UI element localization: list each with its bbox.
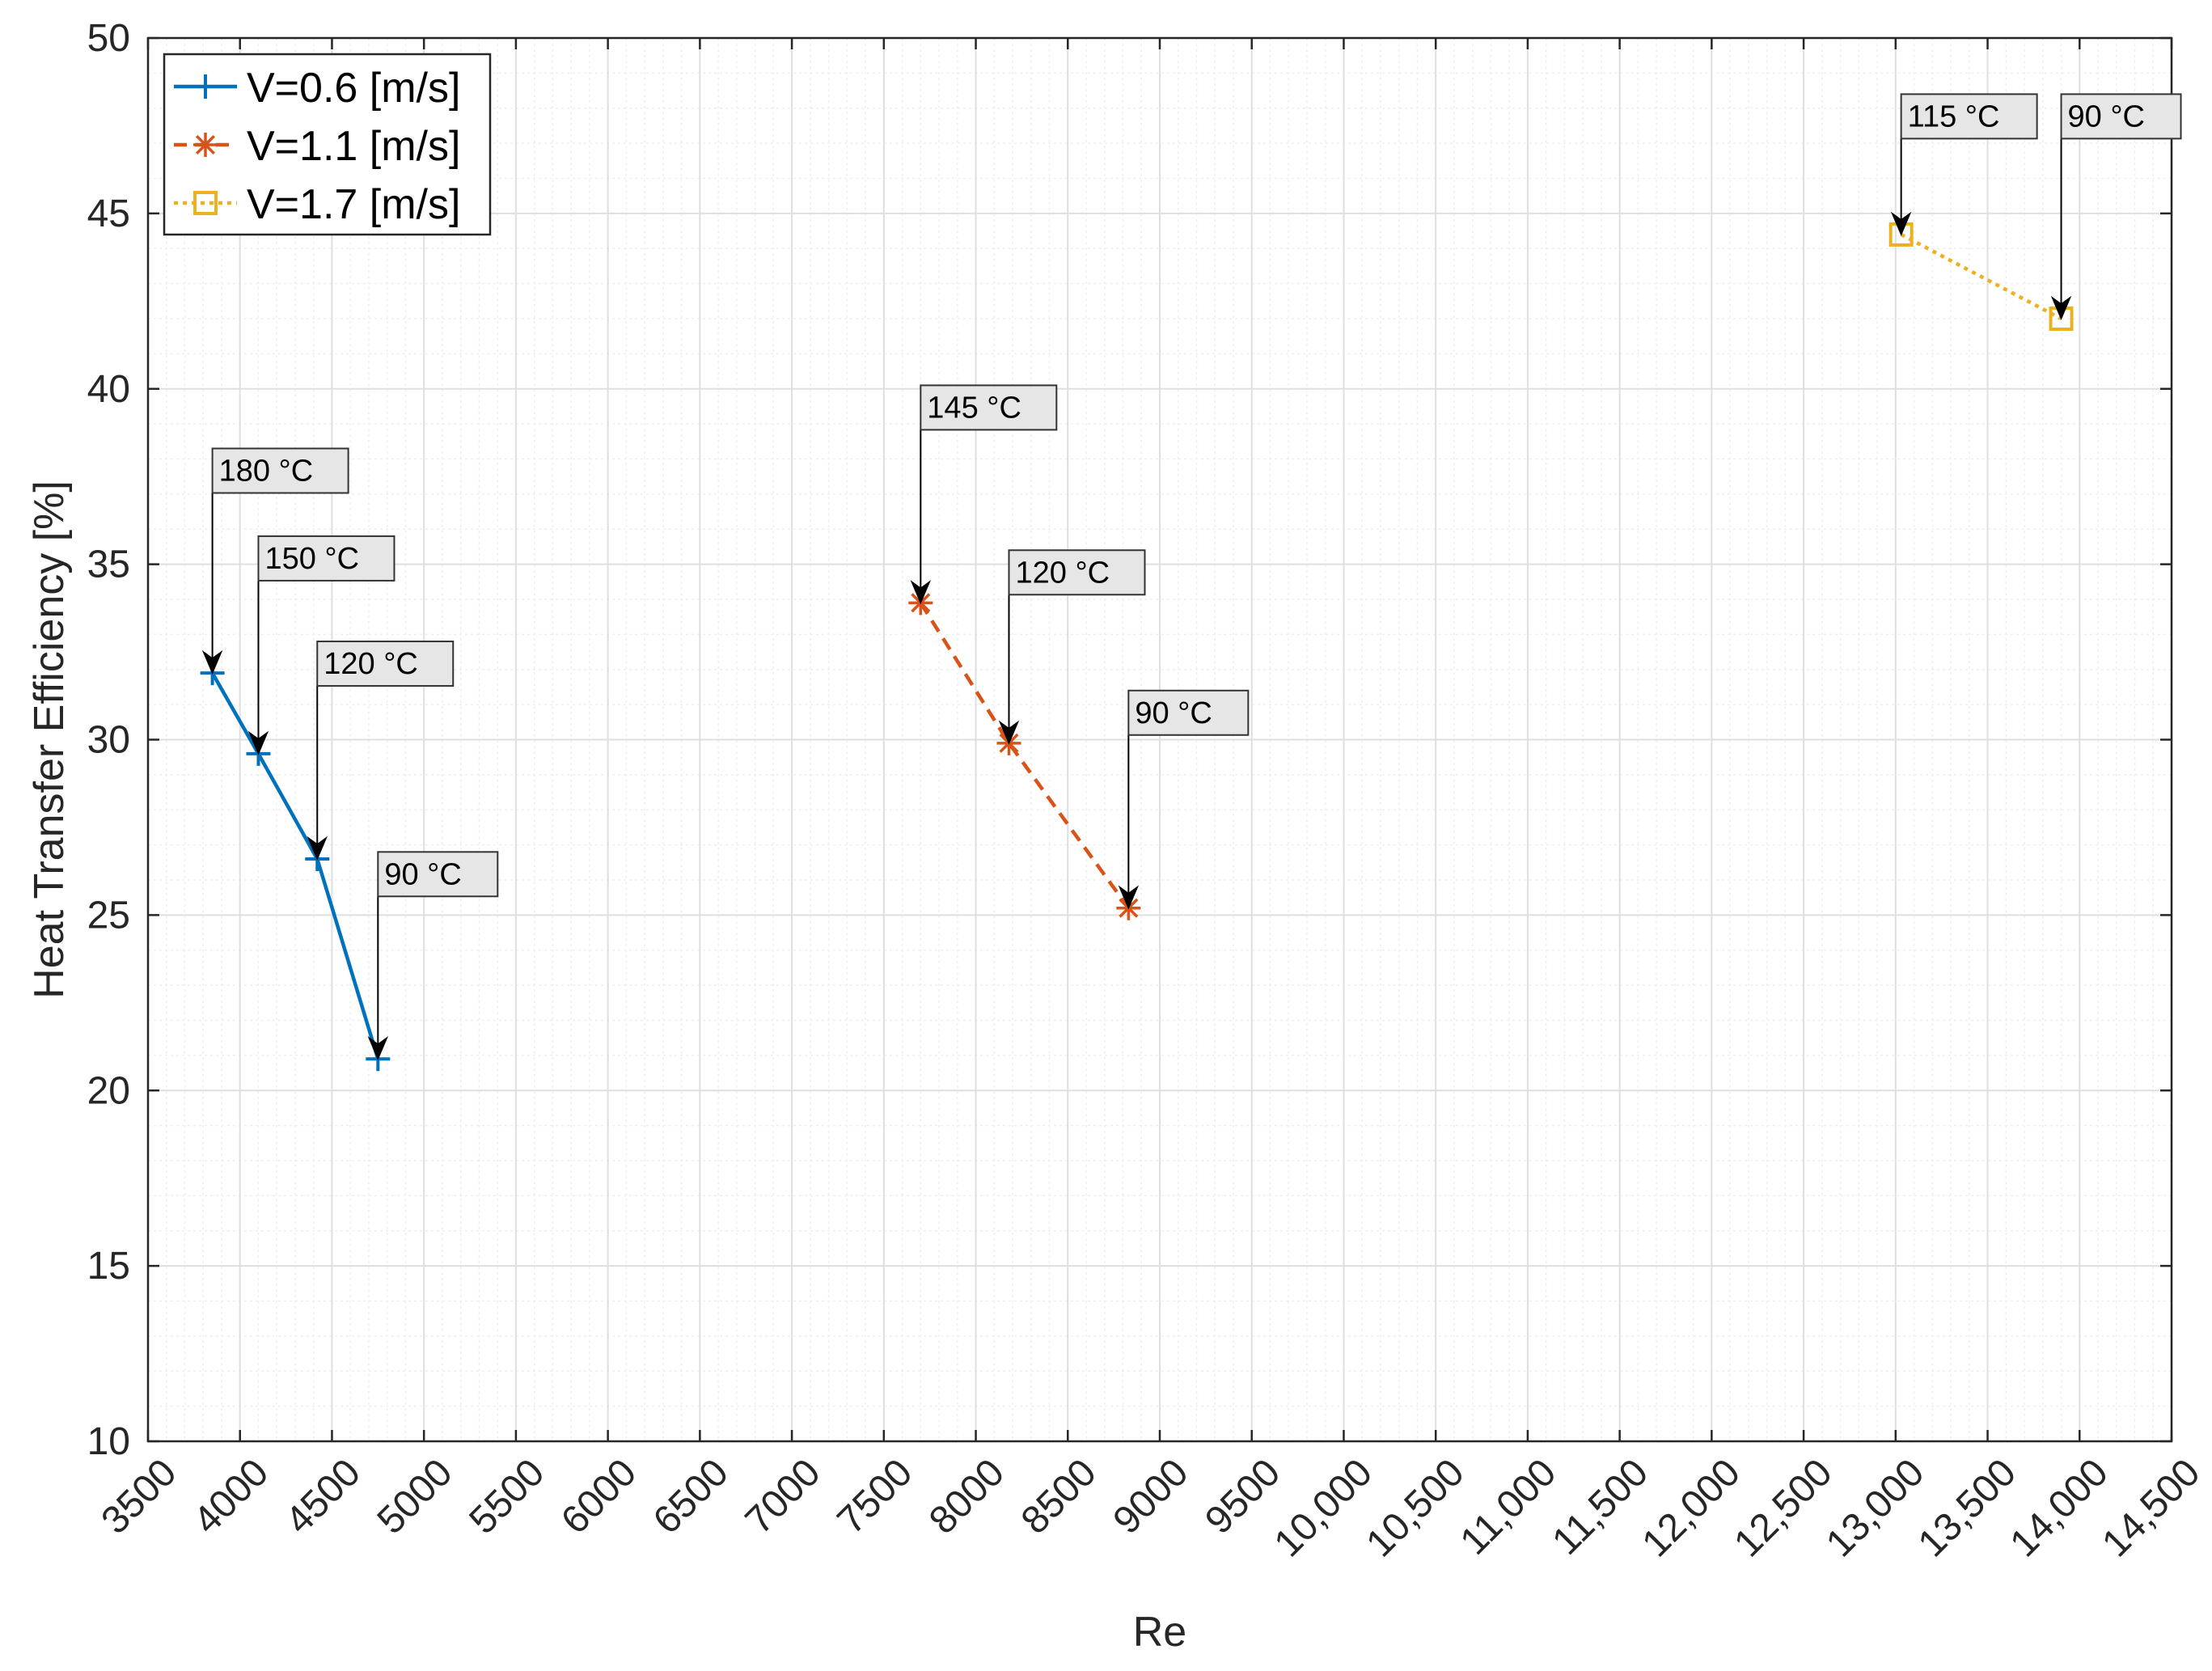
- legend: V=0.6 [m/s] V=1.1 [m/s] V=1.7 [m/s]: [163, 53, 492, 236]
- legend-marker-1: [193, 133, 218, 157]
- y-tick-label: 20: [87, 1069, 130, 1112]
- annotation-box: [377, 851, 499, 898]
- annotation-box: [920, 384, 1058, 431]
- y-tick-label: 50: [87, 17, 130, 60]
- legend-marker-2: [193, 191, 218, 215]
- y-tick-label: 15: [87, 1245, 130, 1288]
- y-tick-label: 25: [87, 894, 130, 937]
- legend-label-1: V=1.1 [m/s]: [247, 123, 460, 170]
- annotation-arrow-head: [201, 649, 223, 675]
- x-axis-label: Re: [1133, 1609, 1186, 1656]
- annotation-arrow-head: [367, 1036, 389, 1061]
- annotation-label: 120 °C: [324, 647, 418, 681]
- annotation-box: [1127, 689, 1250, 736]
- annotation-label: 90 °C: [1135, 696, 1212, 730]
- annotation-arrow-head: [247, 730, 269, 755]
- y-axis-label: Heat Transfer Efficiency [%]: [26, 480, 73, 999]
- annotation-label: 90 °C: [384, 857, 461, 891]
- minor-grid: [148, 38, 2172, 1441]
- annotation-arrow-head: [1890, 211, 1912, 236]
- annotation-arrow-head: [2050, 295, 2072, 320]
- series-line-0: [210, 671, 380, 1060]
- y-tick-label: 45: [87, 192, 130, 235]
- annotation-box: [2060, 93, 2182, 140]
- annotation-box: [257, 535, 395, 582]
- legend-marker-0: [193, 74, 218, 99]
- legend-label-2: V=1.7 [m/s]: [247, 181, 460, 228]
- annotation-label: 90 °C: [2068, 99, 2145, 133]
- legend-label-0: V=0.6 [m/s]: [247, 65, 460, 112]
- y-tick-label: 30: [87, 719, 130, 762]
- annotation-arrow-head: [1118, 885, 1140, 910]
- annotation-arrow-head: [910, 580, 932, 605]
- annotation-label: 120 °C: [1015, 556, 1110, 590]
- annotation-arrow-head: [307, 836, 328, 861]
- y-axis: 10 15 20 25 30 35 40 45 50: [87, 17, 2172, 1463]
- annotation-box: [316, 641, 455, 687]
- annotation-box: [1900, 93, 2038, 140]
- annotation-label: 150 °C: [264, 542, 359, 576]
- annotation-box: [1008, 549, 1146, 596]
- series-line-2: [1900, 232, 2062, 320]
- annotation-layer: 180 °C 150 °C 120 °C 90 °C 145 °C 120 °C 90 °C…: [201, 93, 2182, 1061]
- annotation-arrow-head: [998, 720, 1020, 745]
- annotation-label: 180 °C: [219, 454, 314, 488]
- series-line-1: [919, 602, 1131, 910]
- y-tick-label: 35: [87, 544, 130, 586]
- y-tick-label: 10: [87, 1420, 130, 1463]
- annotation-label: 115 °C: [1908, 99, 2000, 133]
- annotation-box: [211, 447, 349, 494]
- y-tick-label: 40: [87, 368, 130, 411]
- annotation-label: 145 °C: [927, 391, 1021, 425]
